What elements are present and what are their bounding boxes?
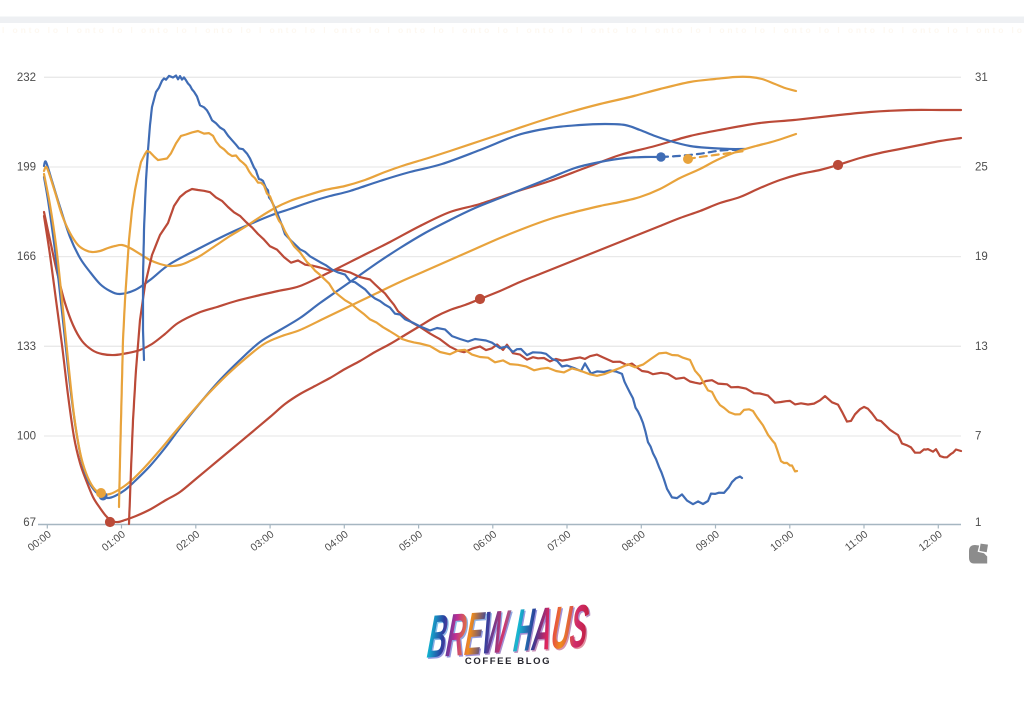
- svg-text:133: 133: [17, 341, 36, 353]
- svg-text:l onto lo l onto lo l on: l onto lo l onto lo l onto lo l onto lo …: [2, 25, 1022, 35]
- svg-text:19: 19: [975, 251, 988, 263]
- svg-text:BREW HAUS: BREW HAUS: [425, 591, 592, 670]
- svg-text:BREW HAUS: BREW HAUS: [426, 593, 593, 672]
- svg-text:166: 166: [17, 251, 36, 263]
- svg-text:25: 25: [975, 162, 988, 174]
- svg-text:31: 31: [975, 72, 988, 84]
- svg-text:67: 67: [23, 517, 36, 529]
- svg-text:232: 232: [17, 72, 36, 84]
- svg-text:COFFEE BLOG: COFFEE BLOG: [465, 656, 551, 667]
- svg-text:7: 7: [975, 431, 981, 443]
- svg-text:1: 1: [975, 517, 981, 529]
- svg-text:13: 13: [975, 341, 988, 353]
- svg-text:100: 100: [17, 431, 36, 443]
- svg-text:199: 199: [17, 162, 36, 174]
